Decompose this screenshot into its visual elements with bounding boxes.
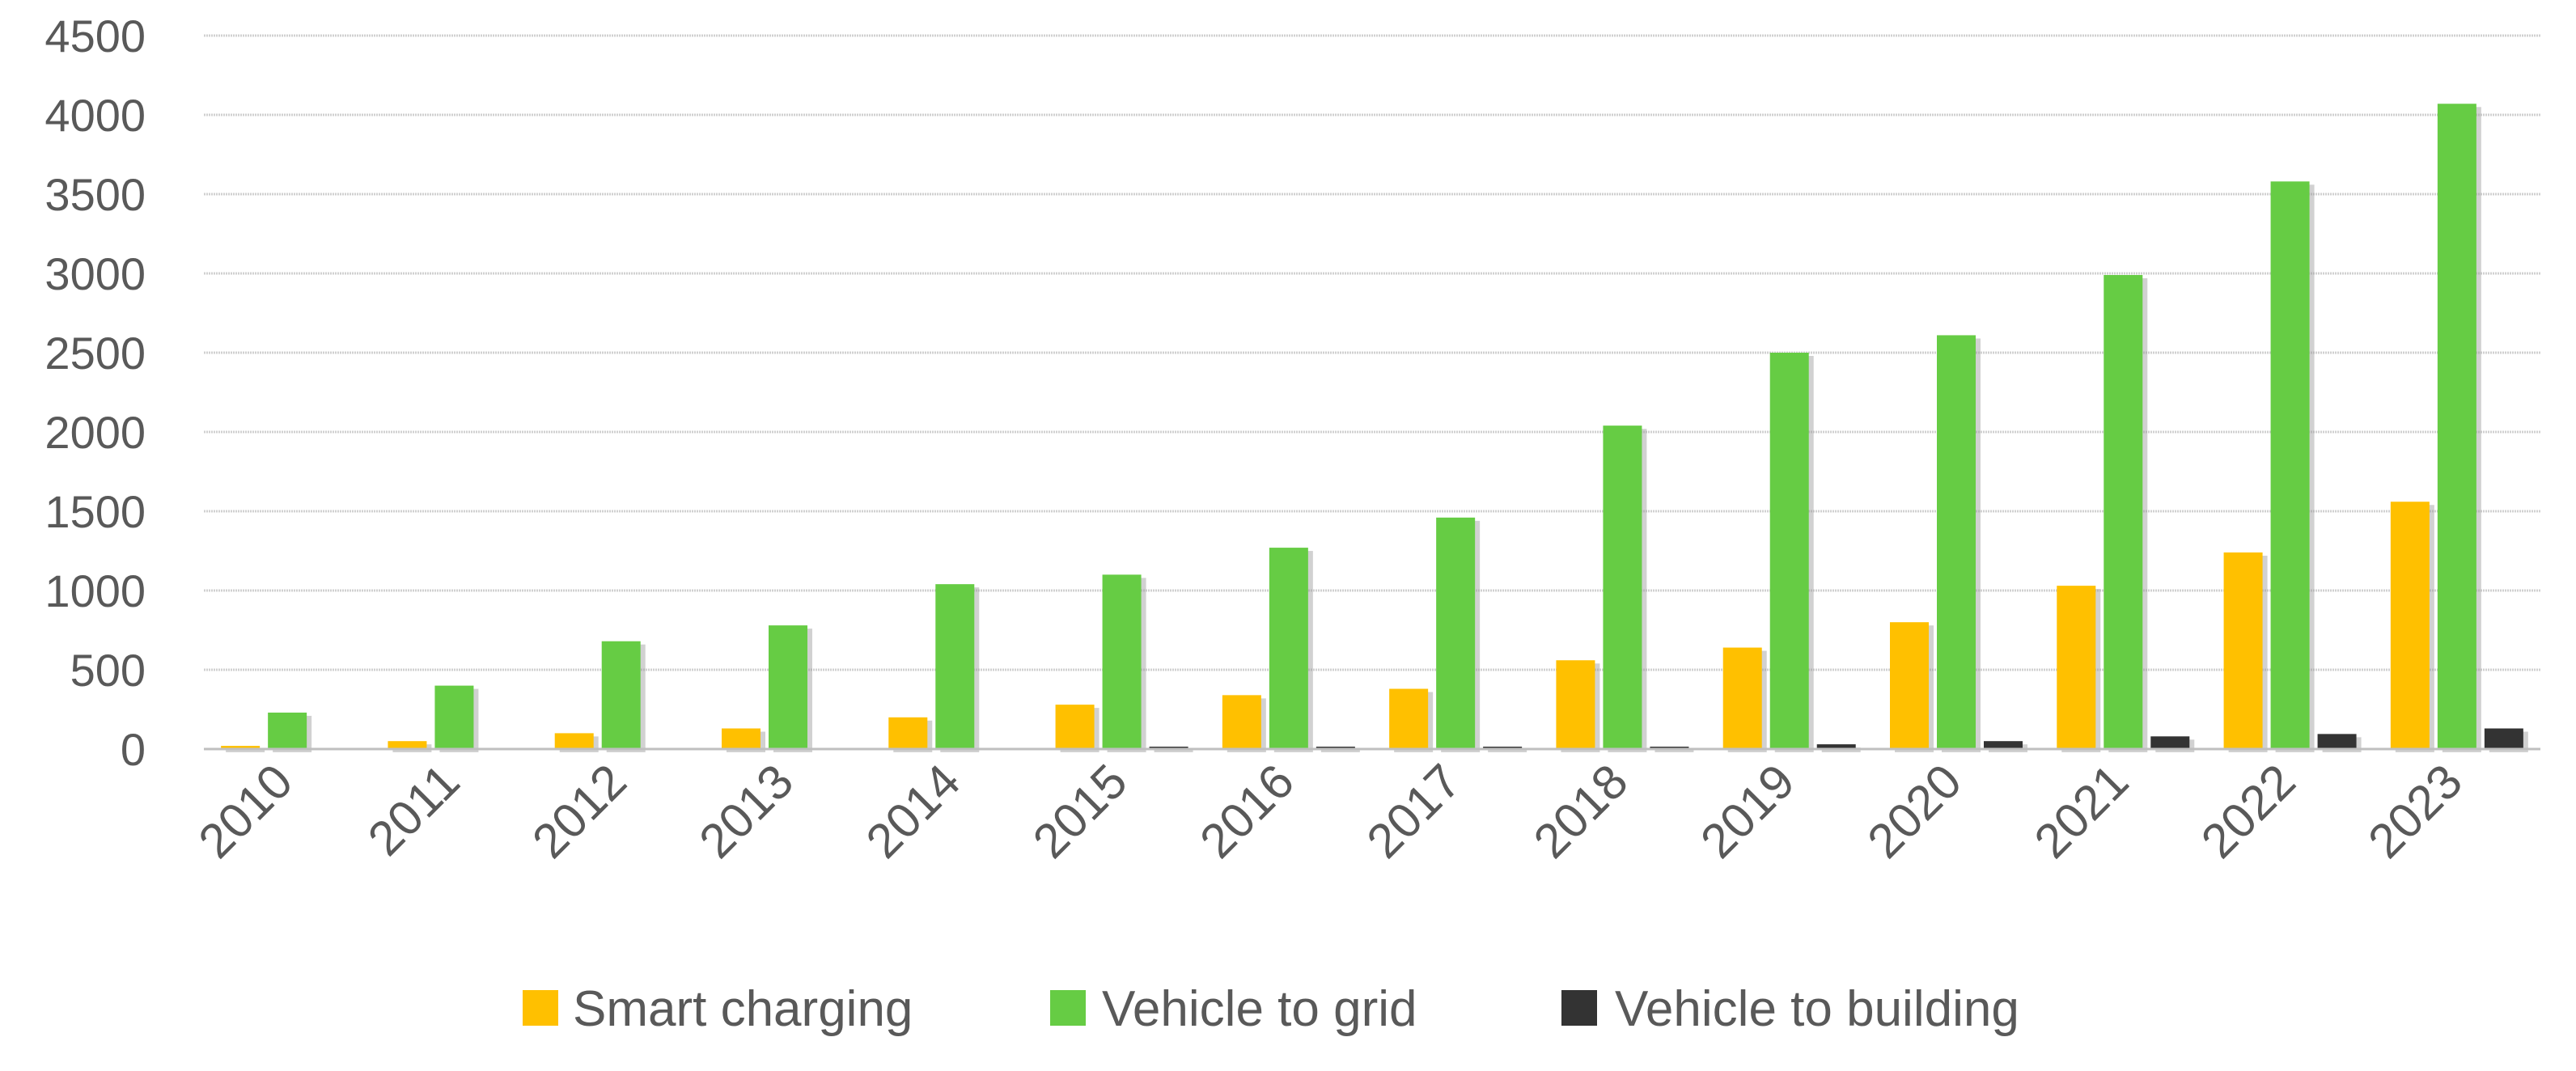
x-tick-label: 2022	[2191, 754, 2306, 869]
bar-vehicle-to-grid-2010	[268, 712, 307, 749]
bar-vehicle-to-grid-2012	[601, 641, 641, 749]
x-tick-label: 2017	[1357, 754, 1472, 869]
bar-vehicle-to-grid-2017	[1436, 517, 1476, 749]
y-tick-label: 4500	[44, 11, 146, 61]
bar-vehicle-to-building-2023	[2484, 728, 2523, 749]
bar-smart-charging-2017	[1389, 688, 1429, 749]
bar-smart-charging-2012	[554, 733, 594, 749]
bar-smart-charging-2013	[722, 728, 761, 749]
legend-label-smart-charging: Smart charging	[573, 981, 913, 1037]
bar-shadow	[1320, 750, 1360, 752]
bar-smart-charging-2011	[388, 741, 427, 749]
x-tick-label: 2010	[189, 754, 303, 869]
bar-vehicle-to-grid-2013	[769, 625, 807, 749]
x-tick-label: 2014	[856, 754, 971, 869]
bar-vehicle-to-grid-2023	[2437, 104, 2476, 749]
bar-vehicle-to-grid-2020	[1937, 335, 1976, 749]
bar-vehicle-to-grid-2018	[1603, 425, 1642, 749]
bar-smart-charging-2020	[1890, 622, 1929, 749]
bar-vehicle-to-grid-2014	[935, 584, 975, 749]
bar-smart-charging-2016	[1222, 695, 1261, 749]
x-tick-label: 2018	[1523, 754, 1638, 869]
bar-vehicle-to-grid-2011	[434, 685, 474, 749]
bar-smart-charging-2014	[888, 717, 928, 749]
x-tick-label: 2016	[1189, 754, 1304, 869]
bar-vehicle-to-grid-2022	[2270, 181, 2310, 749]
x-tick-label: 2019	[1690, 754, 1805, 869]
x-axis-ticks: 2010 2011 2012 2013 2014 2015 2016 2017 2018 2019…	[189, 754, 2472, 869]
y-tick-label: 0	[121, 724, 146, 775]
bar-vehicle-to-grid-2015	[1102, 574, 1142, 749]
bar-shadow	[1654, 750, 1694, 752]
bar-shadow	[1154, 750, 1193, 752]
bar-vehicle-to-building-2019	[1816, 744, 1856, 749]
gridlines	[204, 34, 2540, 671]
y-tick-label: 1000	[44, 565, 146, 616]
bar-smart-charging-2023	[2390, 502, 2430, 749]
y-tick-label: 3500	[44, 169, 146, 220]
bar-vehicle-to-building-2021	[2150, 736, 2190, 749]
bar-vehicle-to-building-2020	[1984, 741, 2023, 749]
x-tick-label: 2015	[1023, 754, 1138, 869]
legend-swatch-smart-charging	[523, 990, 558, 1026]
bar-vehicle-to-grid-2019	[1769, 353, 1809, 749]
bar-smart-charging-2019	[1722, 647, 1762, 749]
bars	[221, 104, 2528, 753]
legend-swatch-vehicle-to-grid	[1050, 990, 1086, 1026]
bar-vehicle-to-grid-2021	[2104, 274, 2143, 750]
bar-vehicle-to-grid-2016	[1269, 548, 1308, 749]
x-tick-label: 2020	[1857, 754, 1972, 869]
bar-smart-charging-2022	[2223, 552, 2263, 749]
bar-smart-charging-2010	[221, 746, 261, 749]
x-tick-label: 2023	[2358, 754, 2472, 869]
y-tick-label: 2000	[44, 407, 146, 458]
bar-shadow	[226, 749, 265, 752]
legend-label-vehicle-to-building: Vehicle to building	[1615, 981, 2019, 1037]
x-tick-label: 2011	[358, 754, 470, 866]
y-tick-label: 3000	[44, 248, 146, 299]
bar-shadow	[1488, 750, 1527, 752]
bar-smart-charging-2018	[1556, 660, 1595, 749]
bar-smart-charging-2015	[1055, 705, 1095, 749]
y-tick-label: 4000	[44, 90, 146, 141]
y-axis-ticks: 0 500 1000 1500 2000 2500 3000 3500 4000 4500	[44, 11, 146, 775]
y-tick-label: 2500	[44, 328, 146, 379]
x-tick-label: 2021	[2024, 754, 2139, 869]
y-tick-label: 500	[70, 645, 146, 696]
legend-swatch-vehicle-to-building	[1561, 990, 1597, 1026]
y-tick-label: 1500	[44, 486, 146, 537]
x-tick-label: 2013	[688, 754, 803, 869]
bar-vehicle-to-building-2022	[2317, 734, 2357, 749]
legend-label-vehicle-to-grid: Vehicle to grid	[1102, 981, 1417, 1037]
bar-smart-charging-2021	[2057, 586, 2096, 749]
x-tick-label: 2012	[522, 754, 637, 869]
legend: Smart charging Vehicle to grid Vehicle to …	[523, 981, 2019, 1037]
